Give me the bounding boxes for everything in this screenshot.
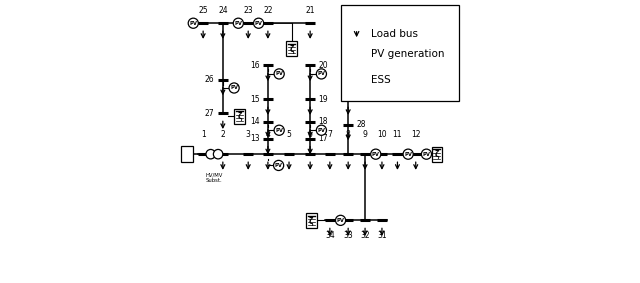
Circle shape <box>335 215 346 226</box>
Circle shape <box>421 149 431 159</box>
Circle shape <box>213 149 223 159</box>
Text: PV: PV <box>275 163 283 168</box>
FancyBboxPatch shape <box>181 146 193 162</box>
Text: 3: 3 <box>246 130 251 139</box>
Text: 5: 5 <box>287 130 291 139</box>
Text: PV: PV <box>275 71 283 76</box>
Text: 30: 30 <box>356 61 366 70</box>
Text: 7: 7 <box>328 130 332 139</box>
Text: 17: 17 <box>319 134 328 143</box>
Text: PV: PV <box>337 218 344 223</box>
Text: PV: PV <box>230 85 238 91</box>
Text: PV: PV <box>353 52 360 57</box>
Circle shape <box>403 149 413 159</box>
Text: 11: 11 <box>393 130 402 139</box>
Text: 23: 23 <box>243 6 253 15</box>
Circle shape <box>316 69 326 79</box>
FancyBboxPatch shape <box>351 72 362 87</box>
Text: PV: PV <box>189 21 197 26</box>
FancyBboxPatch shape <box>306 213 317 228</box>
Text: 2: 2 <box>220 130 225 139</box>
Text: 4: 4 <box>266 130 270 139</box>
Circle shape <box>351 49 362 59</box>
Text: PV: PV <box>317 128 325 133</box>
Text: $\mathbf{\zeta}$: $\mathbf{\zeta}$ <box>289 43 295 56</box>
Text: PV: PV <box>255 21 262 26</box>
Text: $\mathbf{\zeta}$: $\mathbf{\zeta}$ <box>345 29 351 42</box>
Text: 14: 14 <box>250 117 259 126</box>
FancyBboxPatch shape <box>287 41 297 56</box>
Text: 21: 21 <box>305 6 315 15</box>
Circle shape <box>274 69 284 79</box>
Circle shape <box>273 160 284 170</box>
Text: 34: 34 <box>325 231 335 240</box>
Text: $\mathbf{\zeta}$: $\mathbf{\zeta}$ <box>237 110 243 123</box>
Circle shape <box>371 149 381 159</box>
Circle shape <box>253 18 264 28</box>
Text: 22: 22 <box>263 6 273 15</box>
Text: 10: 10 <box>377 130 387 139</box>
Text: 29: 29 <box>356 95 366 104</box>
Text: 1: 1 <box>201 130 205 139</box>
Text: PV: PV <box>317 71 325 76</box>
Text: Grid: Grid <box>182 154 193 159</box>
Text: PV: PV <box>275 128 283 133</box>
Text: 6: 6 <box>308 130 312 139</box>
FancyBboxPatch shape <box>343 27 353 42</box>
Text: 32: 32 <box>360 231 370 240</box>
Text: PV generation: PV generation <box>371 49 444 59</box>
Text: 13: 13 <box>250 134 259 143</box>
Text: $\mathbf{\zeta}$: $\mathbf{\zeta}$ <box>345 29 351 42</box>
Circle shape <box>229 83 239 93</box>
Text: PV: PV <box>422 152 431 157</box>
Text: 20: 20 <box>319 61 328 70</box>
FancyBboxPatch shape <box>431 147 442 162</box>
Text: 18: 18 <box>319 117 328 126</box>
Text: $\mathbf{\zeta}$: $\mathbf{\zeta}$ <box>434 148 440 161</box>
Circle shape <box>274 125 284 135</box>
FancyBboxPatch shape <box>234 109 245 124</box>
Circle shape <box>233 18 243 28</box>
Circle shape <box>316 125 326 135</box>
Text: 8: 8 <box>346 130 351 139</box>
Text: Ext.: Ext. <box>182 149 192 155</box>
Text: 25: 25 <box>198 6 208 15</box>
Text: ESS: ESS <box>371 74 390 85</box>
Circle shape <box>206 149 216 159</box>
Text: PV: PV <box>404 152 412 157</box>
Text: PV: PV <box>372 152 380 157</box>
Text: 27: 27 <box>205 109 214 118</box>
Circle shape <box>188 18 198 28</box>
Text: 33: 33 <box>343 231 353 240</box>
Text: $\mathbf{\zeta}$: $\mathbf{\zeta}$ <box>308 215 315 228</box>
Text: 24: 24 <box>218 6 228 15</box>
Text: PV: PV <box>234 21 243 26</box>
Text: 28: 28 <box>356 120 366 129</box>
Text: 12: 12 <box>411 130 420 139</box>
FancyBboxPatch shape <box>343 27 353 42</box>
Text: 26: 26 <box>205 75 214 84</box>
Text: 19: 19 <box>319 95 328 104</box>
Text: 16: 16 <box>250 61 259 70</box>
Text: 31: 31 <box>377 231 387 240</box>
FancyBboxPatch shape <box>341 5 460 101</box>
Text: Load bus: Load bus <box>371 29 418 40</box>
Text: $\mathbf{\zeta}$: $\mathbf{\zeta}$ <box>353 74 360 87</box>
Text: 15: 15 <box>250 95 259 104</box>
Text: HV/MV
Subst.: HV/MV Subst. <box>205 172 223 183</box>
Text: 9: 9 <box>363 130 367 139</box>
